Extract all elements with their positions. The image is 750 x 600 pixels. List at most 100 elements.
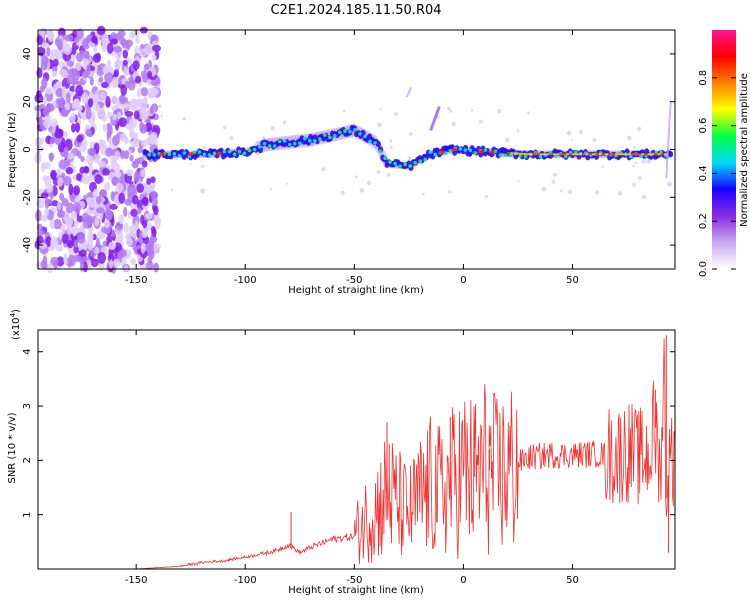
noise-speck (49, 219, 55, 229)
ridge-peak (588, 153, 592, 156)
noise-speck (91, 35, 98, 44)
ridge-highlight (448, 148, 453, 153)
noise-speck (38, 229, 45, 236)
noise-speck (106, 59, 111, 68)
noise-speck (76, 28, 84, 40)
noise-dot (421, 192, 425, 196)
ridge-peak (565, 153, 569, 156)
ridge-peak (657, 153, 661, 156)
noise-speck (130, 208, 138, 217)
noise-speck (105, 147, 113, 157)
ridge-peak (529, 153, 533, 156)
y-tick-label: 1 (22, 511, 33, 517)
ridge-highlight (373, 140, 377, 145)
noise-speck (140, 112, 148, 121)
noise-dot (638, 175, 642, 180)
noise-speck (86, 63, 91, 76)
noise-dot (592, 137, 597, 142)
ridge-peak (598, 153, 602, 156)
ridge-peak (644, 153, 648, 156)
noise-dot (451, 121, 456, 127)
noise-speck (97, 251, 107, 264)
noise-dot (222, 125, 227, 130)
noise-speck (63, 175, 72, 186)
noise-speck (140, 87, 149, 97)
noise-speck (123, 66, 129, 77)
noise-speck (68, 183, 74, 196)
ridge-peak (621, 153, 625, 156)
noise-dot (202, 145, 207, 150)
noise-speck (109, 203, 118, 210)
ridge-peak (516, 152, 520, 155)
noise-speck (46, 46, 51, 57)
noise-speck (61, 86, 67, 98)
noise-speck (98, 76, 104, 83)
ridge-hotspot (488, 150, 495, 154)
noise-dot (636, 126, 642, 131)
noise-speck (101, 114, 108, 122)
noise-dot (641, 194, 647, 200)
noise-speck (141, 228, 148, 239)
noise-speck (150, 131, 158, 139)
noise-dot (551, 179, 556, 184)
noise-dot (359, 188, 365, 193)
noise-speck (109, 38, 118, 45)
noise-speck (55, 245, 64, 252)
ridge-peak (533, 153, 537, 156)
noise-speck (91, 94, 97, 102)
ridge-highlight (423, 157, 428, 162)
ridge-core (360, 129, 366, 137)
ridge-peak (611, 153, 615, 156)
ridge-peak (507, 152, 511, 155)
noise-speck (134, 220, 139, 231)
ridge-peak (510, 152, 514, 155)
ridge-peak (637, 153, 641, 156)
noise-speck (124, 222, 129, 234)
noise-speck (42, 162, 51, 170)
ridge-highlight (222, 149, 227, 154)
noise-speck (73, 245, 79, 254)
noise-speck (134, 45, 139, 56)
noise-speck (59, 97, 65, 109)
noise-dot (632, 165, 635, 168)
noise-speck (133, 171, 140, 182)
noise-dot (200, 188, 206, 194)
ridge-highlight (338, 130, 342, 135)
noise-dot (484, 194, 489, 199)
ridge-highlight (292, 141, 297, 146)
noise-speck (150, 87, 159, 96)
noise-speck (51, 70, 57, 78)
noise-speck (64, 34, 74, 42)
noise-speck (126, 169, 134, 177)
noise-speck (34, 136, 43, 145)
ridge-peak (601, 153, 605, 156)
ridge-highlight (172, 151, 177, 156)
ridge-highlight (358, 132, 362, 136)
noise-speck (144, 44, 153, 56)
ridge-peak (572, 153, 576, 156)
noise-speck (114, 60, 121, 70)
noise-speck (83, 166, 90, 174)
noise-speck (74, 36, 80, 43)
noise-speck (45, 236, 52, 248)
ridge-peak (523, 152, 527, 155)
noise-speck (96, 207, 105, 214)
ridge-highlight (232, 152, 237, 157)
noise-dot (448, 190, 452, 194)
noise-speck (53, 218, 62, 230)
noise-speck (81, 212, 90, 223)
heatmap-panel: -150 -100 -50 0 50 -40 -20 0 20 40 Height of str… (7, 25, 676, 296)
ridge-highlight (503, 153, 508, 158)
noise-speck (118, 232, 124, 243)
ridge-highlight (433, 152, 438, 157)
ridge-highlight (272, 144, 277, 148)
noise-speck (101, 33, 109, 46)
noise-speck (56, 210, 63, 218)
noise-speck (122, 49, 129, 59)
noise-speck (129, 31, 135, 40)
noise-speck (94, 216, 100, 227)
ridge-highlight (207, 153, 212, 157)
y-tick-label: 2 (22, 457, 33, 463)
noise-speck (126, 41, 131, 51)
noise-speck (54, 128, 64, 139)
